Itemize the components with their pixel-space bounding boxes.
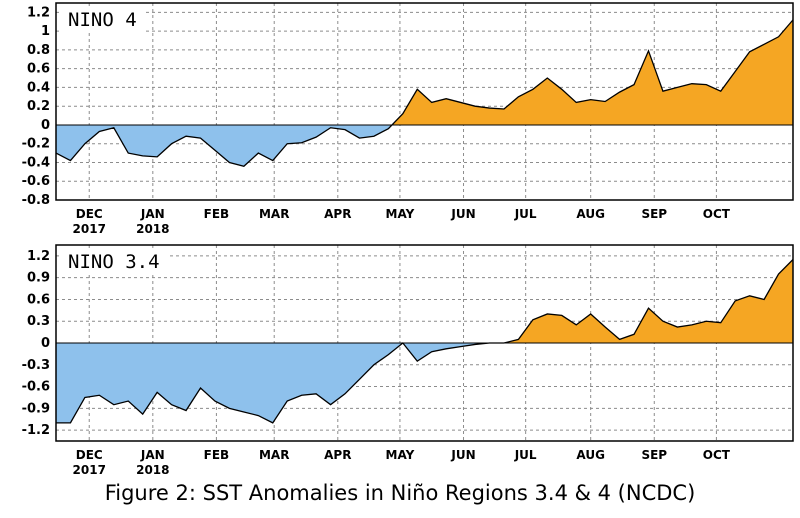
y-tick-label: 0.6 bbox=[27, 292, 50, 307]
plot-frame bbox=[55, 244, 794, 442]
x-tick-label: SEP bbox=[641, 448, 667, 462]
panel-title: NINO 4 bbox=[68, 9, 137, 31]
negative-anomaly-area bbox=[56, 124, 793, 167]
anomaly-series-line bbox=[55, 19, 794, 167]
y-tick-label: 0.6 bbox=[27, 62, 50, 77]
panel-title-background bbox=[62, 248, 168, 274]
x-tick-label: FEB bbox=[204, 207, 230, 221]
y-tick-label: 0.3 bbox=[27, 314, 50, 329]
x-tick-label: JAN bbox=[140, 207, 165, 221]
y-tick-label: 0 bbox=[41, 336, 50, 351]
x-tick-label: FEB bbox=[204, 448, 230, 462]
plot-frame bbox=[55, 2, 794, 201]
x-tick-label: OCT bbox=[703, 448, 731, 462]
chart-panel-1: NINO 4 -0.8 -0.6 -0.4 -0.2 0 0.2 0.4 0.6 0.8 1 1.2 D… bbox=[22, 2, 794, 236]
x-tick-label: MAY bbox=[386, 448, 415, 462]
y-tick-label: 0 bbox=[41, 118, 50, 133]
y-tick-label: -0.2 bbox=[22, 137, 50, 152]
x-tick-label: MAR bbox=[259, 207, 289, 221]
y-tick-label: 0.8 bbox=[27, 43, 50, 58]
x-tick-year-label: 2017 bbox=[73, 463, 106, 477]
x-tick-label: JUN bbox=[450, 448, 475, 462]
y-tick-label: -0.9 bbox=[22, 401, 50, 416]
y-tick-label: 1 bbox=[41, 24, 50, 39]
y-tick-label: -0.4 bbox=[22, 155, 50, 170]
x-tick-label: JUN bbox=[450, 207, 475, 221]
x-tick-year-label: 2017 bbox=[73, 222, 106, 236]
y-tick-label: -0.6 bbox=[22, 174, 50, 189]
figure-caption: Figure 2: SST Anomalies in Niño Regions … bbox=[104, 481, 696, 505]
y-tick-label: -0.6 bbox=[22, 380, 50, 395]
x-tick-label: AUG bbox=[576, 448, 605, 462]
positive-anomaly-area bbox=[56, 259, 793, 343]
y-tick-label: 1.2 bbox=[27, 249, 50, 264]
x-tick-label: MAR bbox=[259, 448, 289, 462]
x-tick-label: SEP bbox=[641, 207, 667, 221]
y-tick-label: -0.3 bbox=[22, 358, 50, 373]
y-tick-label: 0.9 bbox=[27, 271, 50, 286]
positive-anomaly-area bbox=[56, 19, 793, 125]
x-tick-year-label: 2018 bbox=[136, 463, 169, 477]
x-tick-label: JUL bbox=[514, 207, 537, 221]
x-tick-year-label: 2018 bbox=[136, 222, 169, 236]
anomaly-series-line bbox=[56, 259, 794, 424]
x-tick-label: APR bbox=[324, 207, 351, 221]
x-tick-label: JAN bbox=[140, 448, 165, 462]
y-tick-label: 0.4 bbox=[27, 80, 50, 95]
panel-title-background bbox=[62, 6, 145, 32]
x-tick-label: DEC bbox=[76, 448, 103, 462]
chart-panel-2: NINO 3.4 -1.2 -0.9 -0.6 -0.3 0 0.3 0.6 0.9 1.2 DEC… bbox=[22, 244, 794, 477]
y-tick-label: 1.2 bbox=[27, 5, 50, 20]
x-tick-label: APR bbox=[324, 448, 351, 462]
x-tick-label: MAY bbox=[386, 207, 415, 221]
x-tick-label: DEC bbox=[76, 207, 103, 221]
negative-anomaly-area bbox=[56, 343, 793, 423]
x-tick-label: JUL bbox=[514, 448, 537, 462]
y-tick-label: -1.2 bbox=[22, 423, 50, 438]
y-tick-label: -0.8 bbox=[22, 193, 50, 208]
x-tick-label: AUG bbox=[576, 207, 605, 221]
y-tick-label: 0.2 bbox=[27, 99, 50, 114]
x-tick-label: OCT bbox=[703, 207, 731, 221]
panel-title: NINO 3.4 bbox=[68, 251, 160, 273]
